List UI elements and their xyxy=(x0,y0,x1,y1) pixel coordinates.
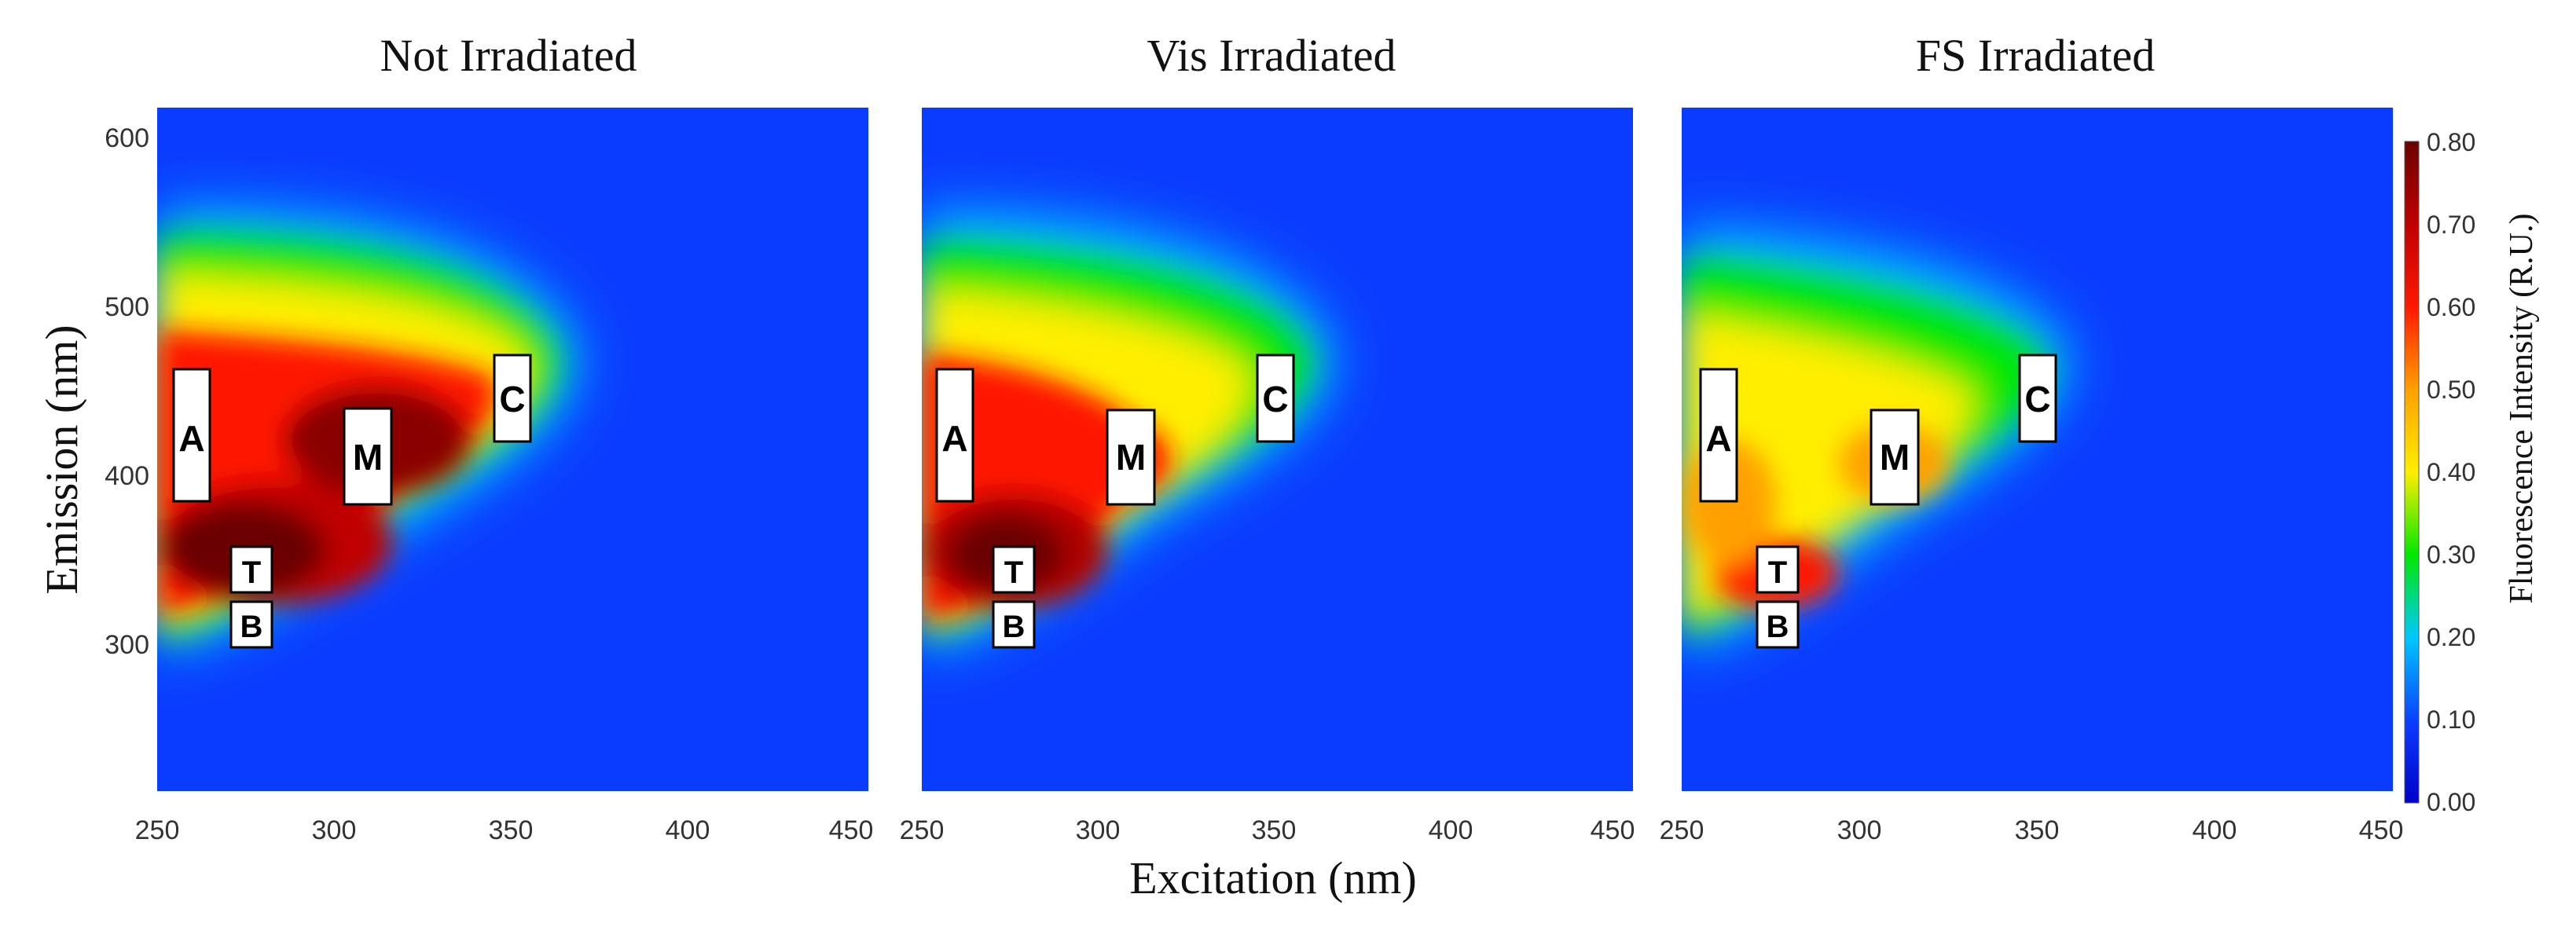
region-labels: A M C T B xyxy=(172,354,532,649)
y-tick-label: 500 xyxy=(105,292,149,322)
region-box-a xyxy=(935,368,974,503)
region-label-m: M xyxy=(353,437,383,478)
region-label-b: B xyxy=(1003,610,1026,644)
x-tick-label: 350 xyxy=(489,815,534,845)
colorbar-tick-label: 0.70 xyxy=(2427,211,2475,239)
panel-vis-irradiated: Vis Irradiated 250 300 350 400 450 xyxy=(900,30,1635,845)
region-label-c: C xyxy=(1262,379,1288,420)
region-label-m: M xyxy=(1880,437,1910,478)
colorbar-tick-label: 0.50 xyxy=(2427,376,2475,404)
region-box-t xyxy=(229,545,273,594)
region-box-a xyxy=(172,368,211,503)
colorbar-tick-label: 0.30 xyxy=(2427,540,2475,569)
x-tick-label: 350 xyxy=(1252,815,1297,845)
colorbar-tick-label: 0.10 xyxy=(2427,705,2475,734)
x-axis-label: Excitation (nm) xyxy=(1129,852,1417,903)
x-tick-label: 300 xyxy=(1837,815,1882,845)
x-tick-label: 350 xyxy=(2015,815,2060,845)
x-tick-label: 400 xyxy=(666,815,710,845)
heatmap-fs-irradiated xyxy=(1682,108,2393,791)
region-labels: A M C T B xyxy=(1699,354,2057,649)
region-label-t: T xyxy=(1004,555,1023,590)
colorbar-tick-label: 0.20 xyxy=(2427,623,2475,651)
x-tick-label: 450 xyxy=(2359,815,2404,845)
region-label-c: C xyxy=(499,379,525,420)
panel-fs-irradiated: FS Irradiated 250 300 350 400 450 xyxy=(1660,30,2404,845)
x-axis-ticks: 250 300 350 400 450 xyxy=(135,815,874,845)
x-tick-label: 250 xyxy=(900,815,945,845)
region-box-b xyxy=(992,600,1036,649)
region-label-a: A xyxy=(941,418,967,459)
heatmap-vis-irradiated xyxy=(922,108,1633,791)
x-tick-label: 300 xyxy=(312,815,357,845)
x-axis-ticks: 250 300 350 400 450 xyxy=(900,815,1635,845)
panel-title-not-irradiated: Not Irradiated xyxy=(380,30,637,81)
region-label-m: M xyxy=(1116,437,1146,478)
colorbar-tick-label: 0.40 xyxy=(2427,458,2475,486)
region-box-m xyxy=(343,407,393,506)
y-axis-ticks: 600 500 400 300 xyxy=(105,123,149,660)
y-tick-label: 300 xyxy=(105,630,149,660)
region-label-a: A xyxy=(1705,418,1731,459)
colorbar-ticks: 0.80 0.70 0.60 0.50 0.40 0.30 0.20 0.10 … xyxy=(2427,128,2475,816)
x-tick-label: 400 xyxy=(1429,815,1473,845)
panel-title-vis-irradiated: Vis Irradiated xyxy=(1147,30,1396,81)
region-box-c xyxy=(1256,354,1295,443)
region-label-b: B xyxy=(1767,610,1789,644)
x-axis-ticks: 250 300 350 400 450 xyxy=(1660,815,2404,845)
colorbar: 0.80 0.70 0.60 0.50 0.40 0.30 0.20 0.10 … xyxy=(2404,128,2540,816)
region-label-a: A xyxy=(178,418,204,459)
colorbar-tick-label: 0.00 xyxy=(2427,788,2475,816)
y-axis-label: Emission (nm) xyxy=(36,324,87,594)
region-labels: A M C T B xyxy=(935,354,1295,649)
colorbar-gradient xyxy=(2404,141,2420,804)
region-box-t xyxy=(1756,545,1800,594)
panel-not-irradiated: Not Irradiated 600 500 400 300 25 xyxy=(105,30,873,845)
region-box-c xyxy=(493,354,532,443)
region-label-t: T xyxy=(1768,555,1787,590)
region-box-t xyxy=(992,545,1036,594)
region-label-b: B xyxy=(240,610,263,644)
region-box-c xyxy=(2018,354,2057,443)
x-tick-label: 450 xyxy=(829,815,874,845)
y-tick-label: 400 xyxy=(105,461,149,491)
x-tick-label: 250 xyxy=(1660,815,1704,845)
colorbar-tick-label: 0.80 xyxy=(2427,128,2475,156)
x-tick-label: 400 xyxy=(2193,815,2237,845)
heatmap-not-irradiated xyxy=(157,108,868,791)
region-label-c: C xyxy=(2024,379,2050,420)
colorbar-label: Fluorescence Intensity (R.U.) xyxy=(2504,214,2540,604)
x-tick-label: 300 xyxy=(1076,815,1121,845)
region-box-m xyxy=(1870,409,1920,506)
region-box-a xyxy=(1699,368,1738,503)
region-box-m xyxy=(1106,409,1156,506)
region-box-b xyxy=(229,600,273,649)
x-tick-label: 250 xyxy=(135,815,180,845)
x-tick-label: 450 xyxy=(1591,815,1635,845)
y-tick-label: 600 xyxy=(105,123,149,153)
panel-title-fs-irradiated: FS Irradiated xyxy=(1916,30,2155,81)
region-box-b xyxy=(1756,600,1800,649)
colorbar-tick-label: 0.60 xyxy=(2427,293,2475,321)
region-label-t: T xyxy=(242,555,261,590)
